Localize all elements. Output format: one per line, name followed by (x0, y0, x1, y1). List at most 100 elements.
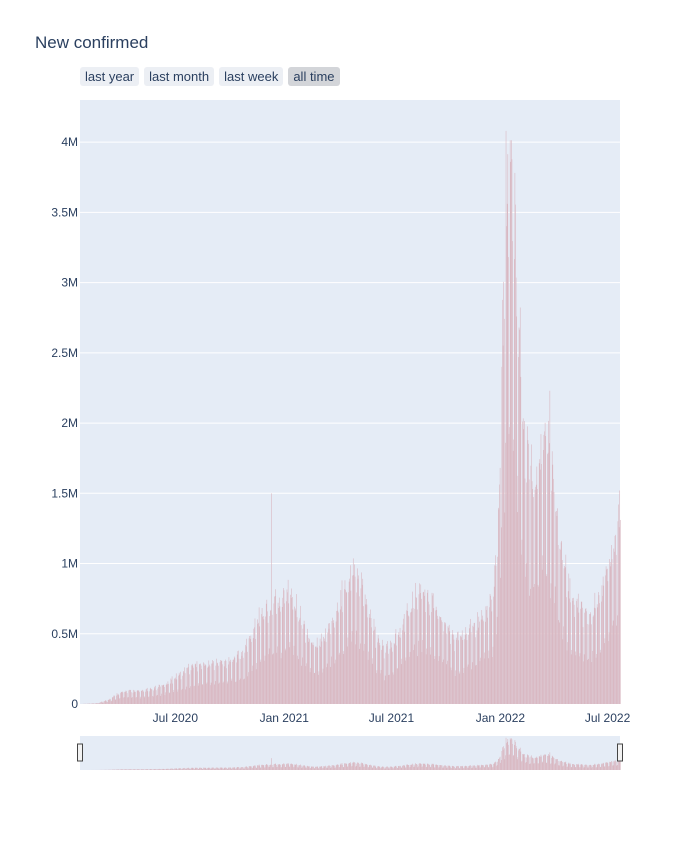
mini-bar (267, 764, 268, 770)
mini-bar (136, 769, 138, 770)
bar (463, 672, 464, 704)
bar (401, 658, 403, 704)
bar (98, 703, 100, 704)
mini-bar (194, 767, 196, 770)
mini-bar (538, 763, 539, 770)
mini-bar (554, 763, 556, 770)
range-slider-left-handle[interactable] (77, 743, 83, 762)
mini-bar (595, 764, 596, 770)
bar (270, 609, 272, 704)
mini-bar (145, 769, 147, 770)
bar (524, 478, 526, 704)
mini-bar (533, 763, 535, 770)
bar (463, 667, 465, 704)
mini-bar (435, 764, 437, 770)
bar (209, 666, 211, 704)
bar (412, 591, 413, 704)
mini-bar (437, 765, 439, 770)
bar (174, 678, 175, 704)
bar (527, 426, 528, 704)
bar (301, 665, 303, 704)
mini-bar (578, 764, 580, 770)
bar (490, 599, 492, 704)
bar (441, 620, 442, 704)
bar (258, 622, 259, 704)
bar (129, 689, 130, 704)
range-button-all-time[interactable]: all time (288, 67, 340, 86)
mini-bar (314, 768, 316, 770)
mini-bar (300, 765, 302, 770)
mini-bar (500, 760, 502, 770)
mini-bar (237, 767, 239, 770)
bar (537, 584, 539, 704)
bar (614, 535, 616, 704)
mini-bar (569, 762, 571, 770)
bar (208, 660, 210, 704)
mini-bar (585, 764, 587, 770)
bar (368, 651, 369, 704)
bar (543, 450, 544, 704)
bar (263, 619, 265, 704)
bar (483, 658, 485, 704)
range-button-last-month[interactable]: last month (144, 67, 215, 86)
mini-bar (184, 767, 185, 770)
mini-bar (582, 764, 583, 770)
mini-bar (275, 763, 276, 770)
bar (140, 696, 141, 704)
bar (409, 651, 411, 704)
range-slider[interactable] (0, 735, 700, 775)
bar (185, 689, 186, 704)
mini-bar (592, 767, 593, 770)
mini-bar (275, 764, 277, 770)
mini-bar (220, 767, 221, 770)
range-button-last-week[interactable]: last week (219, 67, 284, 86)
bar (297, 655, 298, 704)
bar (217, 662, 218, 704)
mini-bar (514, 740, 516, 770)
bar (132, 697, 133, 704)
bar (152, 695, 153, 704)
mini-bar (494, 762, 496, 770)
bar (491, 611, 493, 704)
mini-bar (212, 767, 214, 770)
mini-bar (547, 755, 548, 770)
bar (452, 630, 454, 704)
mini-bar (575, 767, 577, 770)
bar (584, 612, 586, 704)
bar (242, 650, 243, 704)
mini-bar (332, 765, 334, 770)
mini-bar (296, 763, 297, 770)
bar (602, 576, 604, 704)
bar (513, 439, 515, 704)
mini-bar (488, 766, 490, 770)
bar (216, 663, 218, 704)
mini-bar (320, 766, 321, 770)
mini-bar (267, 765, 269, 770)
mini-bar (162, 768, 163, 770)
mini-bar (172, 768, 173, 770)
bar (387, 641, 388, 704)
mini-bar (320, 766, 322, 770)
mini-bar (350, 762, 351, 770)
mini-bar (467, 767, 468, 770)
bar (390, 647, 392, 704)
mini-bar (342, 767, 344, 770)
mini-bar (490, 764, 492, 770)
mini-bar (405, 767, 406, 770)
bar (146, 687, 148, 704)
bar (183, 671, 184, 704)
bar (365, 598, 367, 704)
mini-bar (532, 758, 534, 770)
range-button-last-year[interactable]: last year (80, 67, 140, 86)
bar (606, 569, 607, 704)
bar (107, 701, 108, 704)
mini-bar (252, 766, 254, 770)
range-slider-right-handle[interactable] (617, 743, 623, 762)
bar (550, 598, 551, 704)
mini-bar (259, 765, 261, 770)
bar (560, 542, 562, 704)
mini-bar (153, 769, 155, 770)
y-tick-label: 0.5M (51, 627, 78, 641)
mini-bar (482, 765, 484, 770)
